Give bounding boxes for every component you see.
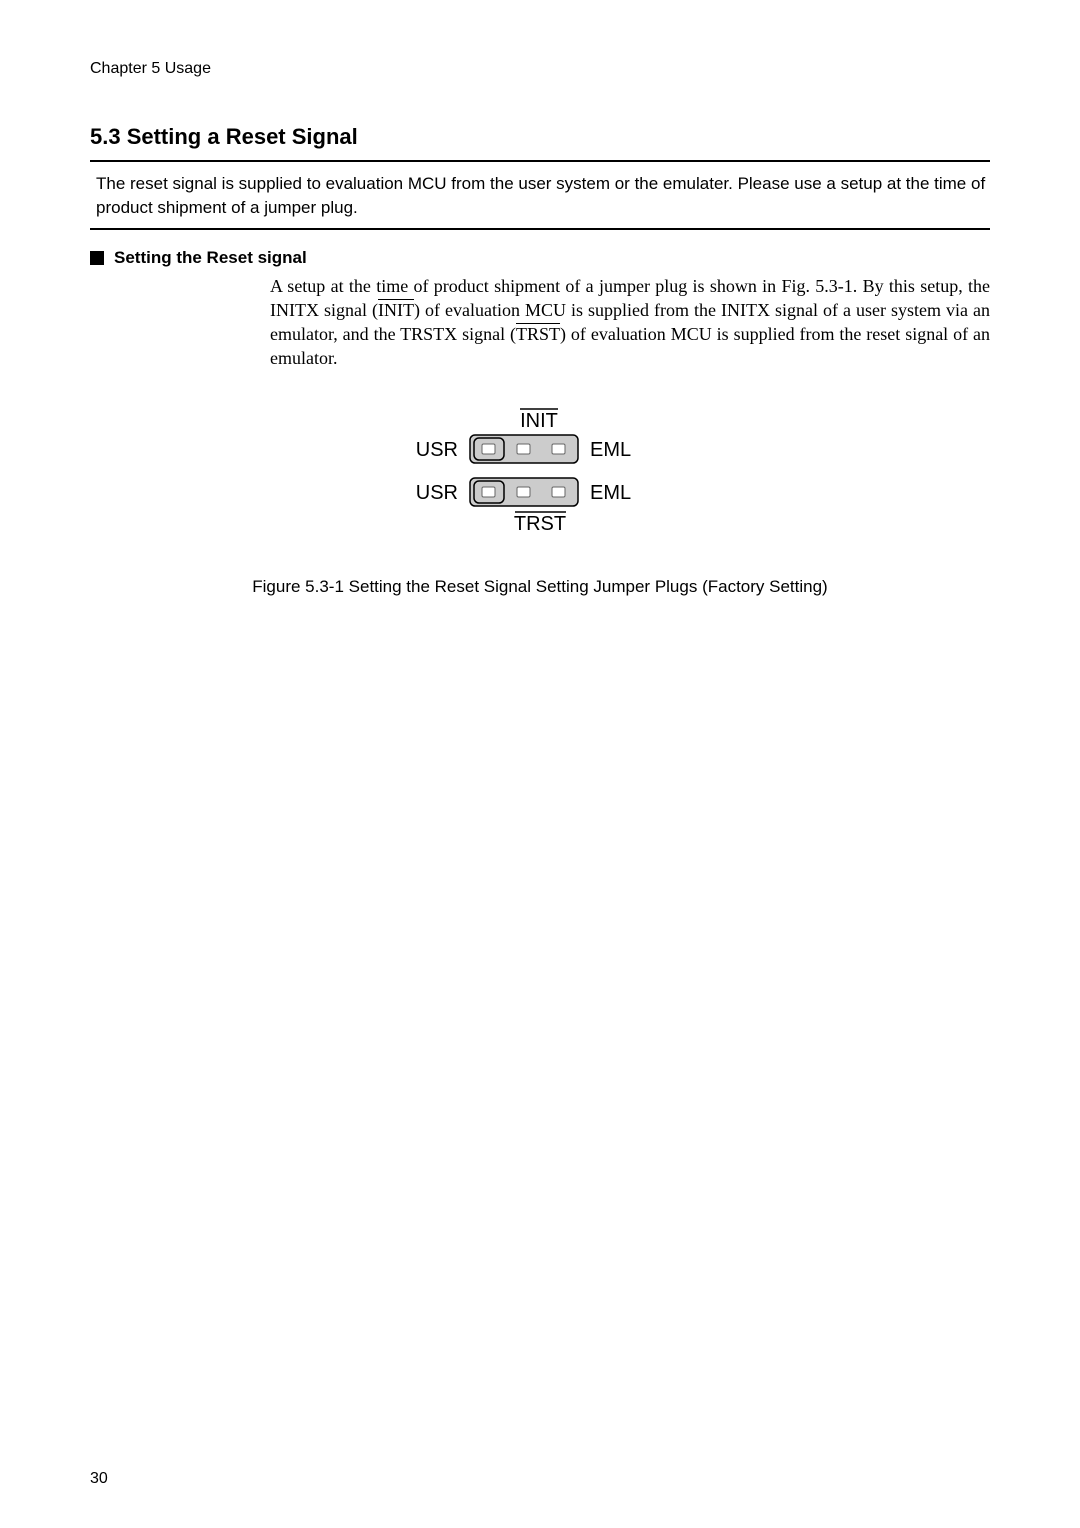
figure-caption: Figure 5.3-1 Setting the Reset Signal Se… [90,577,990,597]
jumper-row-2-pin-2 [517,487,530,497]
chapter-header: Chapter 5 Usage [90,60,990,78]
page-number: 30 [90,1470,108,1488]
jumper-row-1-pin-2 [517,444,530,454]
jumper-row-2-pin-1 [482,487,495,497]
diagram-label-top: INIT [520,410,558,432]
jumper-row-2-pin-3 [552,487,565,497]
overline-init: INIT [378,300,414,320]
rule-bottom [90,228,990,230]
section-title: 5.3 Setting a Reset Signal [90,124,990,150]
body-paragraph: A setup at the time of product shipment … [270,274,990,371]
subsection-label: Setting the Reset signal [114,248,307,268]
jumper-diagram: INIT USR EML USR EML TRST [90,401,990,551]
subsection-heading: Setting the Reset signal [90,248,990,268]
square-bullet-icon [90,251,104,265]
diagram-label-eml-1: EML [590,439,631,461]
jumper-svg: INIT USR EML USR EML TRST [390,401,690,551]
jumper-row-1-pin-1 [482,444,495,454]
diagram-label-bottom: TRST [514,513,566,535]
diagram-label-usr-1: USR [416,439,458,461]
overline-trst: TRST [516,324,560,344]
rule-top [90,160,990,162]
diagram-label-usr-2: USR [416,482,458,504]
jumper-row-1-pin-3 [552,444,565,454]
section-summary: The reset signal is supplied to evaluati… [96,172,990,220]
diagram-label-eml-2: EML [590,482,631,504]
